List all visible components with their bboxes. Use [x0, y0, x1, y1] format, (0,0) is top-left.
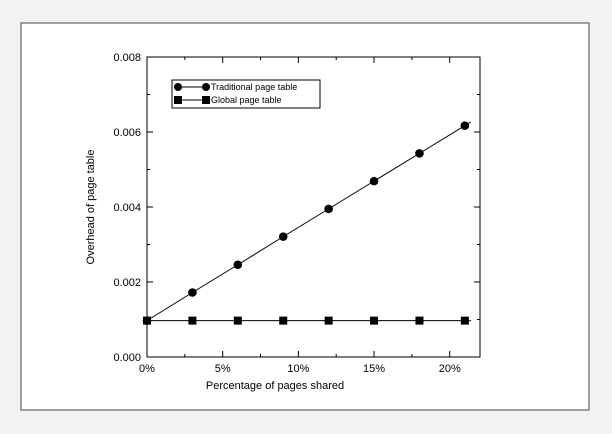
- y-tick-label: 0.000: [113, 352, 141, 364]
- data-point-square: [233, 316, 242, 325]
- legend-label-traditional: Traditional page table: [211, 82, 297, 92]
- data-point-circle: [278, 232, 288, 241]
- x-tick-label: 15%: [363, 363, 385, 375]
- x-tick-label: 10%: [287, 363, 309, 375]
- y-tick-label: 0.004: [113, 202, 141, 214]
- y-axis-title: Overhead of page table: [85, 150, 97, 265]
- legend-box: [171, 79, 321, 109]
- data-point-square: [188, 316, 197, 325]
- y-tick-label: 0.006: [113, 127, 141, 139]
- legend-marker-global: [174, 96, 182, 104]
- legend-marker-traditional: [174, 83, 182, 91]
- legend-marker-traditional: [202, 83, 210, 91]
- data-point-square: [143, 316, 151, 325]
- x-tick-label: 0%: [139, 363, 155, 375]
- data-point-square: [460, 316, 469, 325]
- data-point-square: [415, 316, 424, 325]
- y-tick-label: 0.008: [113, 52, 141, 64]
- data-point-circle: [415, 149, 424, 158]
- data-point-circle: [188, 288, 197, 297]
- x-tick-label: 5%: [215, 363, 231, 375]
- data-point-square: [324, 316, 333, 325]
- x-axis-title: Percentage of pages shared: [206, 380, 344, 392]
- legend: Traditional page table Global page table: [171, 79, 321, 109]
- x-tick-label: 20%: [439, 363, 461, 375]
- axis-ticks: [146, 56, 480, 358]
- data-point-circle: [369, 176, 379, 186]
- data-point-circle: [233, 260, 243, 270]
- series-markers: [142, 121, 470, 325]
- axis-tick-labels: 0% 5% 10% 15% 20% 0.000 0.002 0.004 0.006 0.008: [113, 52, 460, 375]
- legend-marker-global: [202, 96, 210, 104]
- data-point-square: [279, 316, 288, 325]
- y-tick-label: 0.002: [113, 277, 141, 289]
- data-point-circle: [460, 121, 470, 130]
- legend-label-global: Global page table: [211, 95, 282, 105]
- data-point-square: [370, 316, 379, 325]
- data-point-circle: [324, 204, 333, 214]
